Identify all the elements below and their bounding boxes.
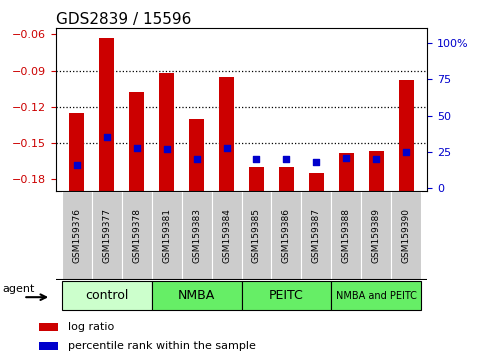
Bar: [331, 281, 422, 310]
Point: [103, 135, 111, 140]
Bar: [212, 191, 242, 280]
Point: [372, 156, 380, 162]
Text: GSM159390: GSM159390: [402, 208, 411, 263]
Bar: [182, 191, 212, 280]
Bar: [249, 167, 264, 191]
Bar: [122, 191, 152, 280]
Bar: [309, 173, 324, 191]
Text: NMBA and PEITC: NMBA and PEITC: [336, 291, 417, 301]
Text: NMBA: NMBA: [178, 289, 215, 302]
Bar: [152, 191, 182, 280]
Text: control: control: [85, 289, 128, 302]
Text: GSM159387: GSM159387: [312, 208, 321, 263]
Text: GSM159383: GSM159383: [192, 208, 201, 263]
Bar: [301, 191, 331, 280]
Point: [163, 146, 170, 152]
Bar: [189, 119, 204, 191]
Point: [133, 145, 141, 150]
Point: [342, 155, 350, 161]
Bar: [69, 113, 84, 191]
Point: [72, 162, 80, 168]
Text: agent: agent: [3, 284, 35, 293]
Bar: [61, 191, 92, 280]
Point: [193, 156, 200, 162]
Point: [403, 149, 411, 155]
Bar: [271, 191, 301, 280]
Bar: [242, 191, 271, 280]
Bar: [369, 152, 384, 191]
Text: PEITC: PEITC: [269, 289, 304, 302]
Bar: [61, 281, 152, 310]
Bar: [391, 191, 422, 280]
Text: GSM159381: GSM159381: [162, 208, 171, 263]
Point: [253, 156, 260, 162]
Bar: [339, 153, 354, 191]
Point: [313, 159, 320, 165]
Text: percentile rank within the sample: percentile rank within the sample: [68, 341, 256, 351]
Bar: [152, 281, 242, 310]
Text: GSM159377: GSM159377: [102, 208, 111, 263]
Text: GSM159384: GSM159384: [222, 208, 231, 263]
Bar: [242, 281, 331, 310]
Text: GSM159386: GSM159386: [282, 208, 291, 263]
Bar: [399, 80, 414, 191]
Text: GDS2839 / 15596: GDS2839 / 15596: [56, 12, 191, 27]
Point: [283, 156, 290, 162]
Bar: [129, 92, 144, 191]
Bar: [219, 76, 234, 191]
Text: GSM159385: GSM159385: [252, 208, 261, 263]
Bar: [331, 191, 361, 280]
Bar: [92, 191, 122, 280]
Text: GSM159389: GSM159389: [372, 208, 381, 263]
Bar: [39, 323, 58, 331]
Bar: [279, 167, 294, 191]
Text: GSM159388: GSM159388: [342, 208, 351, 263]
Point: [223, 145, 230, 150]
Bar: [361, 191, 391, 280]
Text: GSM159376: GSM159376: [72, 208, 81, 263]
Bar: [159, 73, 174, 191]
Bar: [99, 38, 114, 191]
Text: log ratio: log ratio: [68, 322, 114, 332]
Bar: [39, 342, 58, 350]
Text: GSM159378: GSM159378: [132, 208, 141, 263]
